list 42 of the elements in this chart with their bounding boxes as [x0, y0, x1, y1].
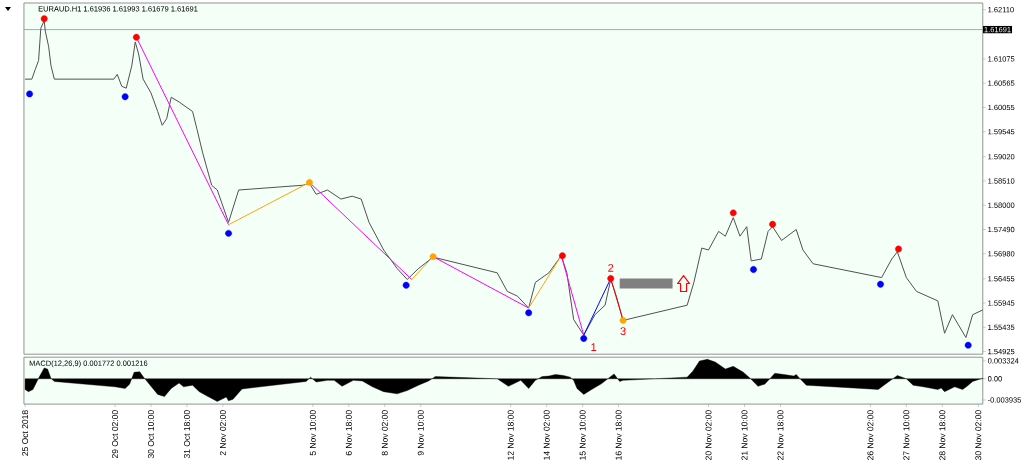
point: [750, 266, 757, 273]
point: [306, 179, 313, 186]
x-tick-label: 12 Nov 18:00: [507, 410, 514, 460]
x-tick-label: 2 Nov 02:00: [219, 410, 226, 456]
x-tick-label: 14 Nov 02:00: [543, 410, 550, 460]
point: [580, 335, 588, 342]
point: [619, 317, 627, 324]
x-tick-label: 25 Oct 2018: [22, 410, 29, 456]
annotation: 3: [620, 327, 626, 336]
x-tick-label: 21 Nov 10:00: [741, 410, 748, 460]
x-tick-label: 15 Nov 10:00: [579, 410, 586, 460]
x-tick-label: 31 Oct 18:00: [183, 410, 190, 459]
x-tick-label: 22 Nov 18:00: [777, 410, 784, 460]
x-tick-label: 29 Oct 02:00: [112, 410, 118, 459]
x-tick-label: 27 Nov 10:00: [903, 410, 910, 460]
point: [769, 220, 776, 228]
point: [558, 252, 566, 260]
point: [26, 90, 33, 98]
annotation: 1: [591, 343, 597, 351]
x-tick-label: 6 Nov 18:00: [345, 410, 352, 456]
annotation: 2: [608, 264, 614, 272]
x-tick-label: 28 Nov 18:00: [939, 410, 946, 460]
x-tick-label: 9 Nov 10:00: [417, 410, 424, 456]
x-tick-label: 30 Oct 10:00: [147, 410, 154, 459]
x-tick-label: 20 Nov 02:00: [705, 410, 712, 460]
point: [121, 93, 129, 101]
point: [525, 309, 533, 317]
point: [877, 280, 884, 288]
point: [40, 15, 48, 23]
point: [225, 229, 232, 237]
point: [429, 253, 437, 261]
point: [895, 245, 902, 253]
x-tick-label: 26 Nov 02:00: [867, 410, 874, 460]
point: [402, 281, 410, 289]
x-tick-label: 5 Nov 10:00: [309, 410, 316, 456]
point: [729, 209, 737, 217]
x-tick-label: 16 Nov 18:00: [615, 410, 622, 460]
x-tick-label: 8 Nov 02:00: [381, 410, 388, 456]
point: [607, 275, 615, 282]
x-tick-label: 30 Nov 02:00: [975, 410, 982, 461]
point: [132, 33, 140, 41]
point: [964, 341, 972, 349]
